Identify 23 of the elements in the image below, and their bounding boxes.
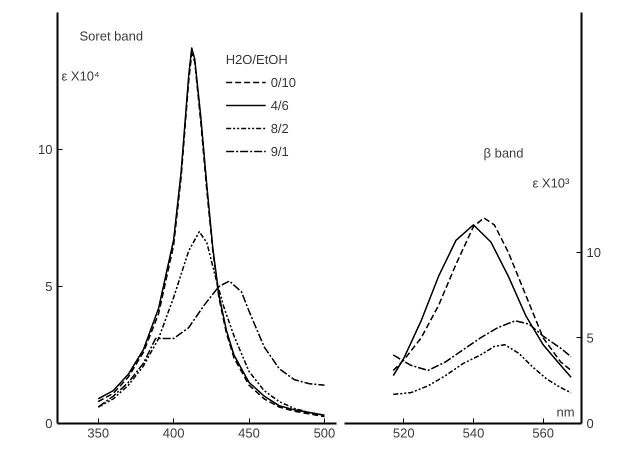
legend-title: H2O/EtOH: [226, 52, 289, 67]
x-tick-label: 520: [392, 426, 415, 440]
y2-axis-title: ε X10³: [532, 176, 570, 190]
x-tick-label: 450: [238, 426, 260, 440]
legend-label: 9/1: [270, 144, 290, 158]
y-axis-title: ε X10⁴: [62, 68, 100, 84]
x-tick-label: 500: [314, 426, 336, 440]
legend-label: 0/10: [270, 74, 296, 90]
x-tick-label: 540: [462, 426, 484, 440]
text: β band: [484, 146, 524, 160]
x-tick-label: 400: [162, 426, 184, 440]
x-tick-label: 350: [87, 426, 110, 440]
x-axis-title: nm: [556, 404, 575, 420]
y-tick-label: 10: [38, 142, 53, 157]
y2-tick-label: 5: [586, 330, 594, 346]
x-tick-label: 560: [532, 426, 554, 440]
text: Soret band: [80, 28, 144, 44]
y2-tick-label: 10: [586, 244, 601, 260]
legend-label: 4/6: [270, 98, 290, 112]
y-tick-label: 0: [45, 416, 53, 431]
legend-label: 8/2: [270, 120, 290, 136]
y2-tick-label: 0: [586, 416, 594, 431]
y-tick-label: 5: [45, 279, 53, 294]
